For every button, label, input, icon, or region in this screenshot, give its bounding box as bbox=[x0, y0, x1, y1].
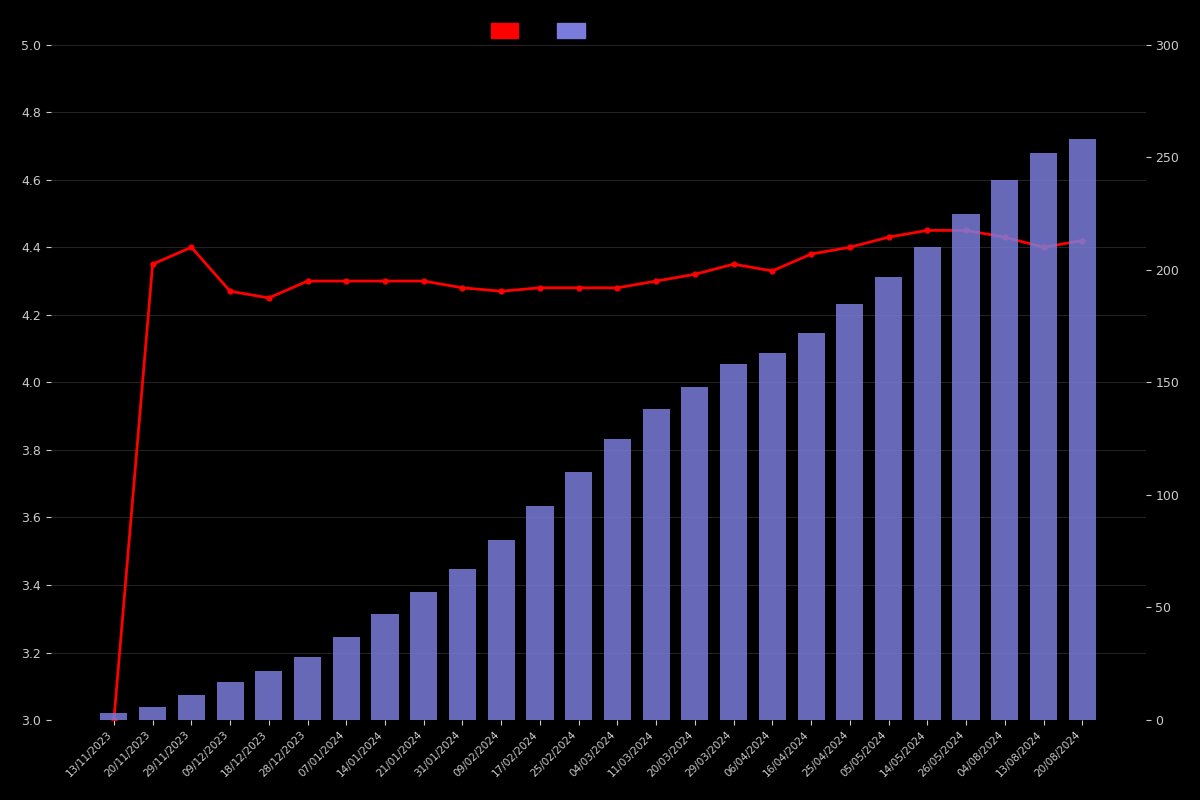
Bar bbox=[1069, 139, 1096, 720]
Bar bbox=[256, 670, 282, 720]
Bar bbox=[682, 387, 708, 720]
Bar bbox=[332, 637, 360, 720]
Legend: , : , bbox=[485, 18, 601, 44]
Bar bbox=[101, 714, 127, 720]
Bar bbox=[487, 540, 515, 720]
Bar bbox=[991, 180, 1019, 720]
Bar bbox=[913, 247, 941, 720]
Bar bbox=[565, 473, 593, 720]
Bar bbox=[720, 364, 748, 720]
Bar bbox=[294, 657, 322, 720]
Bar bbox=[604, 438, 631, 720]
Bar bbox=[1030, 153, 1057, 720]
Bar bbox=[139, 706, 166, 720]
Bar bbox=[216, 682, 244, 720]
Bar bbox=[875, 277, 902, 720]
Bar bbox=[178, 695, 205, 720]
Bar bbox=[758, 353, 786, 720]
Bar bbox=[372, 614, 398, 720]
Bar bbox=[410, 592, 437, 720]
Bar bbox=[836, 303, 863, 720]
Bar bbox=[449, 570, 476, 720]
Bar bbox=[953, 214, 979, 720]
Bar bbox=[798, 333, 824, 720]
Bar bbox=[527, 506, 553, 720]
Bar bbox=[643, 410, 670, 720]
